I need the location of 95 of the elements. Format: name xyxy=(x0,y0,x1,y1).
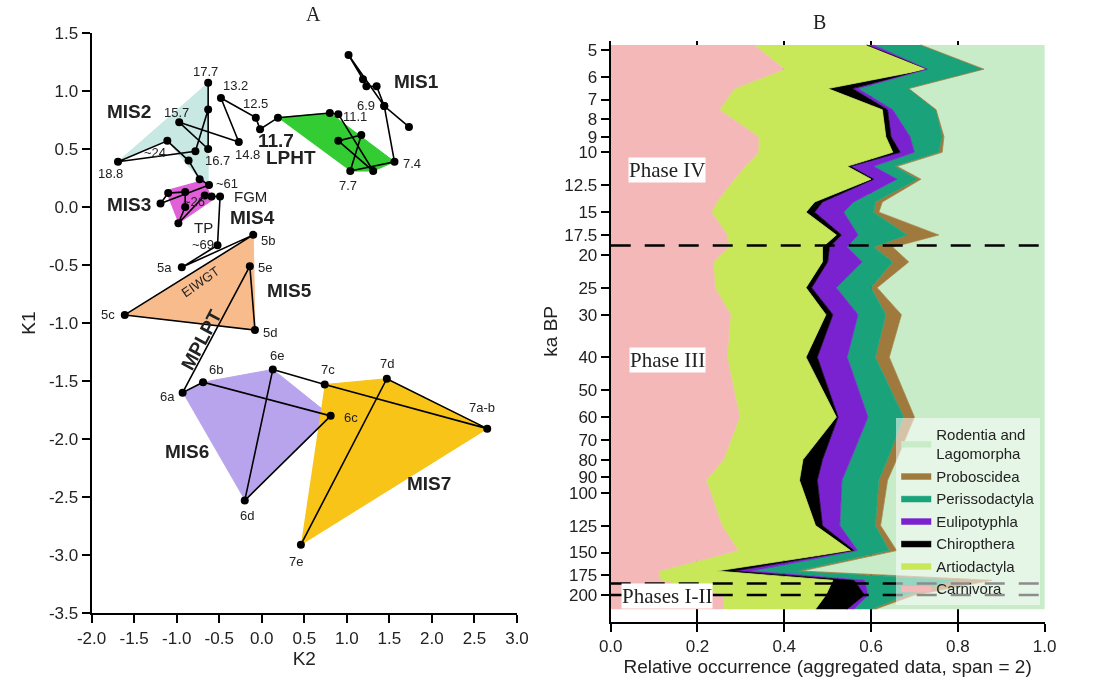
annotation: 6e xyxy=(270,348,285,363)
y-tick-label: -3.5 xyxy=(48,604,79,624)
legend-label: Carnivora xyxy=(936,580,1002,598)
y-tick-label: -2.5 xyxy=(48,488,79,508)
x-axis-title: K2 xyxy=(292,647,316,669)
x-tick-label: -1.0 xyxy=(162,628,192,648)
chart-title: B xyxy=(813,11,827,33)
annotation: ~61 xyxy=(216,176,239,191)
x-tick-label: 0.0 xyxy=(249,628,274,648)
annotation: Phase III xyxy=(630,348,706,372)
annotation: MIS1 xyxy=(394,71,439,92)
y-tick-label: 125 xyxy=(568,516,598,536)
annotation: 17.7 xyxy=(193,64,219,79)
y-tick-label: 30 xyxy=(578,305,598,325)
annotation: MIS3 xyxy=(107,194,152,215)
y-axis-title: K1 xyxy=(18,311,40,335)
annotation: 7d xyxy=(380,356,395,371)
y-tick-label: 150 xyxy=(568,543,598,563)
x-tick-label: 0.5 xyxy=(292,628,317,648)
y-tick-label: 25 xyxy=(578,278,598,298)
y-tick-label: 70 xyxy=(578,430,598,450)
annotation: 5e xyxy=(258,260,273,275)
annotation: FGM xyxy=(234,188,268,205)
y-tick-label: 20 xyxy=(578,245,598,265)
annotation: 15.7 xyxy=(164,105,190,120)
annotation: TP xyxy=(194,219,214,236)
y-tick-label: 50 xyxy=(578,381,598,401)
x-tick-label: 0.8 xyxy=(945,637,970,657)
annotation: Phases I-II xyxy=(622,584,713,608)
y-tick-label: -1.5 xyxy=(48,372,79,392)
annotation: 7c xyxy=(321,362,336,377)
y-axis-title: ka BP xyxy=(539,305,561,357)
y-tick-label: -3.0 xyxy=(48,546,79,566)
y-tick-label: 60 xyxy=(578,408,598,428)
x-tick-label: -1.5 xyxy=(119,628,149,648)
annotation: 13.2 xyxy=(223,78,249,93)
legend-label: Eulipotyphla xyxy=(936,512,1019,530)
x-tick-label: 1.5 xyxy=(377,628,402,648)
x-tick-label: 0.6 xyxy=(859,637,883,657)
legend-label: Proboscidea xyxy=(936,467,1021,485)
x-tick-label: 1.0 xyxy=(335,628,359,648)
x-axis-title: Relative occurrence (aggregated data, span = 2) xyxy=(623,656,1032,678)
annotation: Phase IV xyxy=(629,158,706,182)
chart-title: A xyxy=(306,3,321,25)
annotation: 7a-b xyxy=(469,400,496,415)
annotation: MIS6 xyxy=(165,441,210,462)
y-tick-label: 1.5 xyxy=(54,23,79,43)
x-tick-label: 2.0 xyxy=(420,628,444,648)
y-tick-label: 0.5 xyxy=(54,139,79,159)
legend-label: Chiropthera xyxy=(936,535,1016,553)
x-tick-label: 0.2 xyxy=(685,637,710,657)
annotation: 5a xyxy=(157,260,173,275)
y-tick-label: 200 xyxy=(568,586,598,606)
annotation: 12.5 xyxy=(243,96,269,111)
annotation: 16.7 xyxy=(205,153,231,168)
y-tick-label: 15 xyxy=(578,203,598,223)
x-tick-label: 3.0 xyxy=(505,628,529,648)
x-tick-label: 2.5 xyxy=(462,628,487,648)
y-tick-label: 1.0 xyxy=(54,81,79,101)
y-tick-label: 175 xyxy=(568,566,598,586)
annotation: 14.8 xyxy=(235,147,261,162)
y-tick-label: 6 xyxy=(587,67,598,87)
annotation: 7.7 xyxy=(339,178,358,193)
x-tick-label: -2.0 xyxy=(76,628,107,648)
x-tick-label: 0.4 xyxy=(772,637,797,657)
annotation: 5b xyxy=(261,233,276,248)
y-tick-label: 0.0 xyxy=(54,197,79,217)
y-tick-label: -2.0 xyxy=(48,430,79,450)
y-tick-label: 12.5 xyxy=(564,176,598,196)
annotation: 5c xyxy=(101,307,116,322)
annotation: 7.4 xyxy=(403,156,422,171)
x-tick-label: 1.0 xyxy=(1032,637,1057,657)
annotation: 6c xyxy=(344,410,359,425)
x-tick-label: -0.5 xyxy=(204,628,234,648)
annotation: 5d xyxy=(263,325,278,340)
y-tick-label: 17.5 xyxy=(564,225,598,245)
y-tick-label: 80 xyxy=(578,450,598,470)
y-tick-label: 5 xyxy=(587,40,598,60)
annotation: MIS4 xyxy=(230,207,275,228)
annotation: MIS7 xyxy=(407,473,452,494)
annotation: 6a xyxy=(160,389,176,404)
annotation: MIS2 xyxy=(107,101,152,122)
y-tick-label: -1.0 xyxy=(48,313,79,333)
annotation: MIS5 xyxy=(267,280,312,301)
legend-label: Rodentia and Lagomorpha xyxy=(936,425,1026,463)
y-tick-label: 40 xyxy=(578,348,598,368)
annotation: 18.8 xyxy=(98,166,124,181)
y-tick-label: -0.5 xyxy=(48,255,79,275)
annotation: 7e xyxy=(289,554,304,569)
y-tick-label: 7 xyxy=(587,90,598,110)
legend-label: Perissodactyla xyxy=(936,490,1035,508)
y-tick-label: 8 xyxy=(587,110,598,130)
annotation: 6d xyxy=(240,508,255,523)
annotation: ~69 xyxy=(192,237,215,252)
legend-label: Artiodactyla xyxy=(936,557,1016,575)
